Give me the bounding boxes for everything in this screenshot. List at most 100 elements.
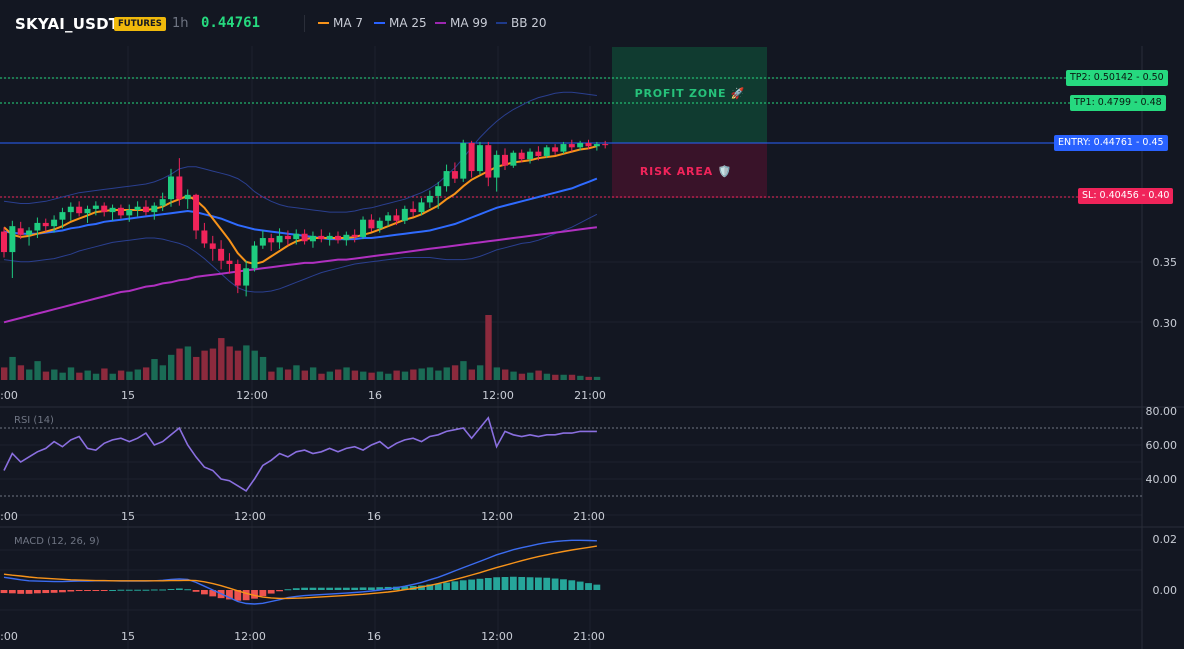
volume-bar xyxy=(527,372,534,380)
volume-bar xyxy=(84,370,91,380)
candle-body xyxy=(535,151,542,156)
volume-bar xyxy=(76,372,83,380)
candle-body xyxy=(451,171,458,179)
candle-body xyxy=(376,220,383,229)
candle-body xyxy=(276,235,283,243)
macd-histogram-bar xyxy=(576,581,584,590)
macd-histogram-bar xyxy=(426,584,434,590)
time-tick: 12:00 xyxy=(234,510,266,523)
entry-label-text: ENTRY: 0.44761 xyxy=(1058,137,1133,148)
volume-bar xyxy=(276,367,283,380)
macd-histogram-bar xyxy=(585,583,592,590)
candle-body xyxy=(168,176,174,200)
volume-bar xyxy=(126,371,133,380)
candle-body xyxy=(243,268,250,286)
signal-line xyxy=(3,545,598,600)
candle-body xyxy=(193,194,200,231)
volume-bar xyxy=(585,376,592,380)
risk-area-label: RISK AREA 🛡️ xyxy=(640,165,732,178)
candle-body xyxy=(184,194,191,200)
candle-body xyxy=(142,206,149,213)
macd-histogram-bar xyxy=(251,590,258,599)
volume-bar xyxy=(468,369,475,380)
ma99-line xyxy=(3,226,598,324)
legend-ma25[interactable]: MA 25 xyxy=(374,16,427,30)
time-tick: 12:00 xyxy=(482,389,514,402)
candle-body xyxy=(585,143,592,147)
candle-body xyxy=(335,235,341,241)
candle-body xyxy=(9,226,16,253)
candle-body xyxy=(360,219,367,237)
candle-body xyxy=(351,234,358,237)
macd-histogram-bar xyxy=(326,587,334,590)
macd-histogram-bar xyxy=(117,589,125,591)
volume-bar xyxy=(218,338,225,380)
rsi-title: RSI (14) xyxy=(14,415,54,426)
macd-histogram-bar xyxy=(484,578,492,590)
macd-histogram-bar xyxy=(42,590,50,594)
macd-histogram-bar xyxy=(150,589,158,591)
macd-histogram-bar xyxy=(551,578,559,590)
candle-body xyxy=(410,208,417,213)
macd-tick: 0.00 xyxy=(1152,584,1178,597)
volume-bar xyxy=(376,371,384,380)
macd-histogram-bar xyxy=(92,590,100,591)
volume-bar xyxy=(493,367,501,380)
volume-bar xyxy=(485,315,492,380)
volume-bar xyxy=(451,365,459,380)
candle-body xyxy=(318,235,325,240)
candle-body xyxy=(92,205,99,209)
candle-body xyxy=(109,207,116,213)
time-tick: 15 xyxy=(121,389,135,402)
moving-averages xyxy=(3,145,598,324)
timeframe-selector[interactable]: 1h xyxy=(172,16,189,31)
chart-header: SKYAI_USDT FUTURES 1h 0.44761 MA 7 MA 25… xyxy=(0,0,1184,46)
macd-histogram-bar xyxy=(125,589,133,591)
legend-ma7[interactable]: MA 7 xyxy=(318,16,363,30)
volume-bar xyxy=(401,371,409,380)
volume-bar xyxy=(426,367,434,380)
candle-body xyxy=(510,152,517,166)
volume-bar xyxy=(109,373,116,380)
candle-body xyxy=(443,171,450,187)
volume-bar xyxy=(293,365,300,380)
volume-bar xyxy=(268,371,275,380)
candle-body xyxy=(134,206,141,210)
volume-bar xyxy=(201,350,208,380)
candle-body xyxy=(67,206,74,213)
candle-body xyxy=(468,143,475,172)
macd-histogram-bar xyxy=(242,590,250,601)
candle-body xyxy=(1,231,7,253)
volume-bar xyxy=(368,372,375,380)
volume-bar xyxy=(335,369,342,380)
volume-bar xyxy=(168,354,175,380)
legend-bb20[interactable]: BB 20 xyxy=(496,16,547,30)
macd-histogram-bar xyxy=(276,590,283,592)
volume-bars xyxy=(1,315,601,380)
candle-body xyxy=(293,233,300,240)
volume-bar xyxy=(1,367,8,380)
macd-histogram-bar xyxy=(34,590,41,594)
candle-body xyxy=(226,260,233,264)
candles xyxy=(1,139,609,297)
macd-histogram-bar xyxy=(142,589,150,591)
macd-histogram-bar xyxy=(226,590,233,600)
macd-histogram-bar xyxy=(175,588,183,590)
macd-histogram-bar xyxy=(543,577,551,590)
legend-ma99[interactable]: MA 99 xyxy=(435,16,488,30)
macd-histogram-bar xyxy=(418,585,425,590)
macd-histogram-bar xyxy=(284,589,292,591)
volume-bar xyxy=(435,370,442,380)
price-tick: 0.35 xyxy=(1152,256,1178,269)
candle-body xyxy=(159,199,166,206)
macd-histogram-bar xyxy=(67,590,75,592)
tp2-axis-text: 0.50 xyxy=(1142,72,1164,83)
macd-histogram-bar xyxy=(184,589,192,591)
volume-bar xyxy=(351,370,359,380)
symbol-title[interactable]: SKYAI_USDT xyxy=(15,15,120,33)
candle-body xyxy=(485,145,492,178)
legend-ma7-label: MA 7 xyxy=(333,16,364,30)
time-tick: 15 xyxy=(121,510,135,523)
macd-histogram-bar xyxy=(493,577,501,590)
